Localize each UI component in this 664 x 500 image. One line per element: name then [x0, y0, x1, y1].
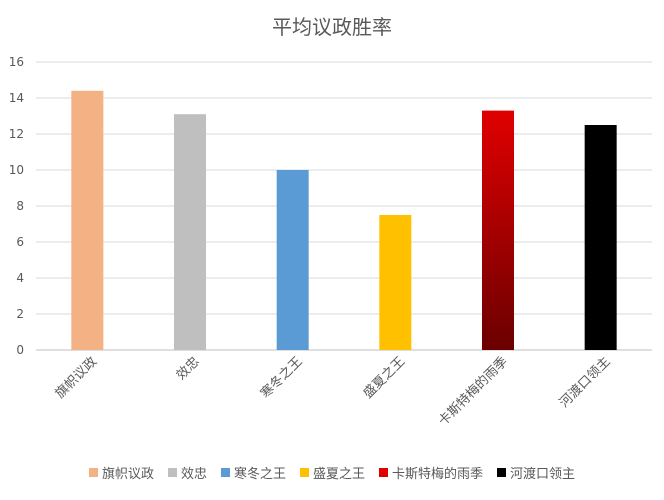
bar-1	[71, 90, 104, 351]
legend-item: 盛夏之王	[300, 463, 365, 482]
legend-label: 河渡口领主	[510, 466, 576, 482]
x-category-label: 旗帜议政	[52, 354, 100, 402]
gridlines	[36, 61, 652, 351]
legend-label: 寒冬之王	[233, 466, 286, 482]
legend-label: 旗帜议政	[101, 466, 154, 482]
x-axis-labels: 旗帜议政 效忠 寒冬之王 盛夏之王 卡斯特梅的雨季 河渡口领主	[52, 354, 613, 430]
bar-5	[482, 110, 514, 350]
y-tick-label: 14	[9, 91, 24, 105]
legend-label: 盛夏之王	[313, 466, 366, 482]
y-tick-label: 6	[16, 235, 24, 249]
x-category-label: 寒冬之王	[257, 354, 305, 402]
y-tick-label: 0	[16, 343, 24, 357]
legend-swatch	[220, 467, 230, 477]
chart-title: 平均议政胜率	[272, 15, 392, 39]
legend: 旗帜议政 效忠 寒冬之王 盛夏之王 卡斯特梅的雨季 河渡口领主	[0, 462, 664, 482]
legend-item: 寒冬之王	[220, 463, 286, 482]
x-category-label: 盛夏之王	[361, 354, 408, 401]
legend-swatch	[379, 467, 389, 477]
legend-label: 卡斯特梅的雨季	[392, 466, 484, 482]
legend-swatch	[497, 467, 507, 477]
y-tick-label: 10	[9, 163, 24, 177]
x-category-label: 卡斯特梅的雨季	[435, 354, 511, 430]
legend-swatch	[88, 467, 98, 477]
bar-3	[276, 170, 309, 350]
bar-2	[174, 114, 206, 350]
y-tick-label: 12	[9, 127, 24, 141]
bar-4	[379, 215, 412, 350]
legend-item: 效忠	[167, 463, 207, 482]
legend-swatch	[167, 467, 177, 477]
bar-chart: 平均议政胜率 0 2 4 6 8 10 12 14 16 旗帜议政 效忠 寒冬之王 盛夏之王 卡斯特梅的…	[9, 15, 652, 430]
x-category-label: 河渡口领主	[556, 354, 613, 411]
legend-item: 卡斯特梅的雨季	[379, 463, 483, 482]
y-tick-label: 8	[16, 199, 24, 213]
bar-6	[584, 125, 617, 350]
legend-item: 旗帜议政	[88, 463, 154, 482]
y-tick-label: 4	[16, 271, 24, 285]
y-tick-label: 16	[9, 55, 24, 69]
legend-swatch	[300, 467, 309, 477]
y-axis-ticks: 0 2 4 6 8 10 12 14 16	[9, 55, 24, 357]
x-category-label: 效忠	[174, 354, 203, 383]
legend-item: 河渡口领主	[497, 463, 575, 482]
legend-label: 效忠	[180, 466, 207, 482]
bars	[71, 90, 617, 351]
y-tick-label: 2	[16, 307, 24, 321]
